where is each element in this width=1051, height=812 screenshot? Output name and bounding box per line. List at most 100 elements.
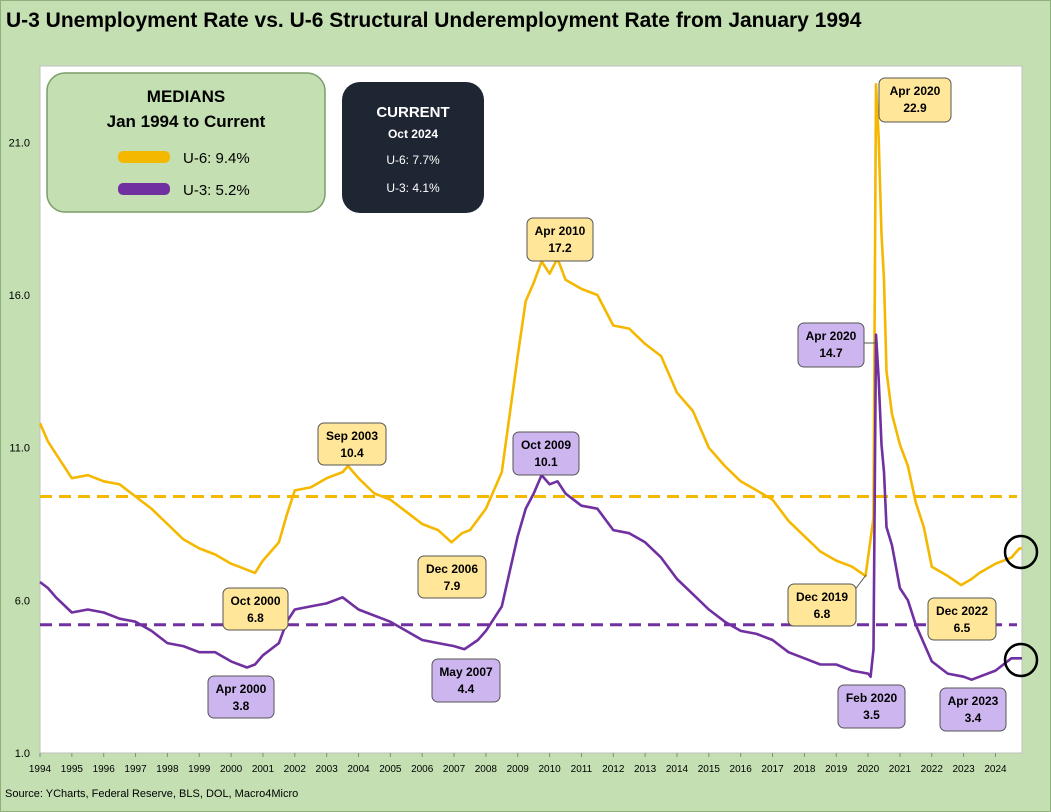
medians-subtitle: Jan 1994 to Current <box>107 112 266 131</box>
annotation-value: 3.5 <box>863 708 880 722</box>
u3-series-line <box>39 333 1022 682</box>
annotation-box <box>512 431 580 476</box>
annotation-value: 14.7 <box>819 346 843 360</box>
annotation-date: Sep 2003 <box>326 429 378 443</box>
annotation-label: Apr 2000 3.8 <box>207 675 275 719</box>
annotation-label: May 2007 4.4 <box>431 658 501 703</box>
annotation-date: May 2007 <box>439 665 493 679</box>
annotation-value: 3.8 <box>233 699 250 713</box>
x-tick-label: 2006 <box>411 764 434 775</box>
annotation-label: Sep 2003 10.4 <box>317 422 387 466</box>
series-lines <box>38 83 1022 682</box>
annotation-box <box>797 322 865 368</box>
annotation-date: Apr 2020 <box>806 329 857 343</box>
annotation-value: 6.8 <box>814 607 831 621</box>
median-lines <box>40 495 1017 627</box>
annotation-date: Dec 2019 <box>796 590 848 604</box>
x-tick-label: 2005 <box>379 764 402 775</box>
current-box-bg <box>342 82 484 213</box>
medians-box-bg <box>46 72 326 213</box>
x-tick-label: 2016 <box>730 764 753 775</box>
x-tick-label: 2010 <box>538 764 561 775</box>
u6-median-label: U-6: 9.4% <box>183 150 250 167</box>
annotation-box <box>526 217 594 262</box>
annotation-date: Apr 2000 <box>216 682 267 696</box>
annotation-box <box>939 687 1007 732</box>
x-tick-label: 2021 <box>889 764 912 775</box>
x-tick-label: 2008 <box>475 764 498 775</box>
u6-legend-swatch <box>118 151 170 163</box>
annotation-box <box>317 422 387 466</box>
u6-series-line <box>38 83 1022 587</box>
x-tick-label: 2024 <box>984 764 1007 775</box>
annotation-label: Dec 2019 6.8 <box>787 583 857 627</box>
x-tick-label: 2009 <box>507 764 530 775</box>
x-tick-label: 2019 <box>825 764 848 775</box>
annotation-box <box>787 583 857 627</box>
annotation-date: Oct 2000 <box>230 594 280 608</box>
u3-legend-swatch <box>118 183 170 195</box>
x-tick-label: 2004 <box>347 764 370 775</box>
chart-title: U-3 Unemployment Rate vs. U-6 Structural… <box>6 9 862 32</box>
annotation-labels: Apr 2020 22.9 Apr 2010 17.2 Sep 2003 10.4 Dec … <box>207 77 1007 732</box>
current-u6: U-6: 7.7% <box>386 153 440 167</box>
annotation-label: Apr 2023 3.4 <box>939 687 1007 732</box>
current-u3: U-3: 4.1% <box>386 181 440 195</box>
x-tick-label: 1997 <box>124 764 147 775</box>
annotation-date: Oct 2009 <box>521 438 571 452</box>
y-tick-label: 1.0 <box>15 748 30 760</box>
annotation-value: 17.2 <box>548 241 572 255</box>
x-tick-label: 2023 <box>952 764 975 775</box>
axis-ticks: 1.0 6.0 11.0 16.0 21.0 1994 1995 1996 1997 1998 19… <box>9 137 1007 775</box>
x-tick-label: 2020 <box>857 764 880 775</box>
annotation-box <box>222 587 289 631</box>
x-tick-label: 2017 <box>761 764 784 775</box>
x-tick-label: 1995 <box>61 764 84 775</box>
x-tick-label: 2002 <box>284 764 307 775</box>
u3-current-highlight-circle <box>1003 642 1039 678</box>
annotation-value: 10.4 <box>340 446 364 460</box>
x-tick-label: 2018 <box>793 764 816 775</box>
annotation-label: Dec 2006 7.9 <box>417 555 487 599</box>
source-note: Source: YCharts, Federal Reserve, BLS, D… <box>5 788 299 800</box>
annotation-value: 10.1 <box>534 455 558 469</box>
annotation-date: Apr 2020 <box>890 84 941 98</box>
u3-median-label: U-3: 5.2% <box>183 182 250 199</box>
annotation-value: 22.9 <box>903 101 927 115</box>
x-tick-label: 1998 <box>156 764 179 775</box>
annotation-value: 6.8 <box>247 611 264 625</box>
current-date: Oct 2024 <box>388 127 438 141</box>
annotation-box <box>927 597 997 641</box>
annotation-date: Apr 2010 <box>535 224 586 238</box>
current-title: CURRENT <box>376 104 449 121</box>
annotation-box <box>431 658 501 703</box>
x-tick-label: 2001 <box>252 764 275 775</box>
y-tick-label: 6.0 <box>15 595 30 607</box>
x-tick-label: 1999 <box>188 764 211 775</box>
y-tick-label: 21.0 <box>9 137 30 149</box>
annotation-box <box>837 684 906 729</box>
y-tick-label: 11.0 <box>9 443 30 455</box>
medians-title: MEDIANS <box>147 87 225 106</box>
annotation-box <box>878 77 952 123</box>
annotation-label: Apr 2010 17.2 <box>526 217 594 262</box>
x-tick-label: 1994 <box>29 764 52 775</box>
annotation-label: Oct 2009 10.1 <box>512 431 580 476</box>
medians-box: MEDIANS Jan 1994 to Current U-6: 9.4% U-… <box>46 72 326 213</box>
annotation-label: Apr 2020 22.9 <box>878 77 952 123</box>
annotation-label: Dec 2022 6.5 <box>927 597 997 641</box>
annotation-value: 4.4 <box>458 682 475 696</box>
annotation-date: Feb 2020 <box>846 691 898 705</box>
x-tick-label: 1996 <box>93 764 116 775</box>
u6-current-highlight-circle <box>1003 534 1039 570</box>
annotation-box <box>207 675 275 719</box>
x-tick-label: 2007 <box>443 764 466 775</box>
annotation-label: Apr 2020 14.7 <box>797 322 865 368</box>
annotation-date: Apr 2023 <box>948 694 999 708</box>
annotation-value: 3.4 <box>965 711 982 725</box>
x-tick-label: 2013 <box>634 764 657 775</box>
annotation-value: 7.9 <box>444 579 461 593</box>
annotation-date: Dec 2006 <box>426 562 478 576</box>
x-tick-label: 2011 <box>571 764 593 775</box>
